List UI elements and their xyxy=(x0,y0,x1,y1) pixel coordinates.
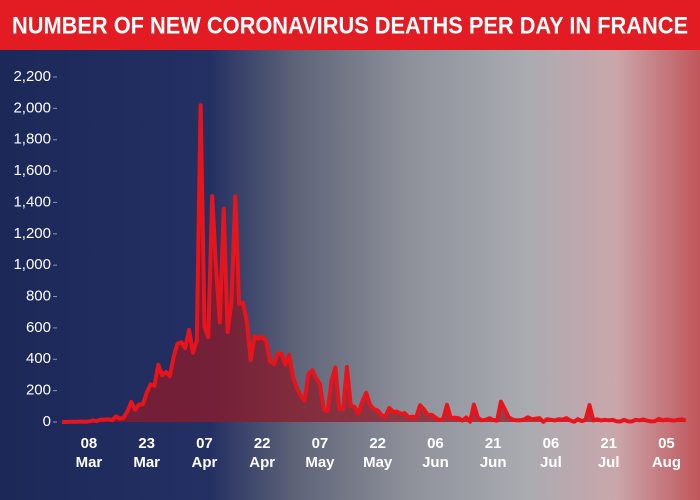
chart-title: NUMBER OF NEW CORONAVIRUS DEATHS PER DAY… xyxy=(12,12,688,39)
x-tick-label: 06 Jul xyxy=(540,435,562,471)
y-tick-label: 1,400 xyxy=(13,193,51,210)
x-tick-label: 06 Jun xyxy=(422,435,449,471)
x-tick-label: 07 May xyxy=(305,435,335,471)
y-tick-label: 1,800 xyxy=(13,131,51,148)
x-tick-label: 22 May xyxy=(363,435,393,471)
y-tick-label: 1,600 xyxy=(13,162,51,179)
y-tick-label: 2,000 xyxy=(13,99,51,116)
x-tick-label: 21 Jun xyxy=(479,435,507,471)
title-bar xyxy=(0,0,700,50)
y-tick-label: 200 xyxy=(26,382,51,399)
y-tick-label: 600 xyxy=(26,319,51,336)
y-tick-label: 1,000 xyxy=(13,256,51,273)
x-tick-label: 05 Aug xyxy=(651,435,682,471)
y-tick-label: 1,200 xyxy=(13,225,51,242)
x-tick-label: 21 Jul xyxy=(597,435,620,471)
x-tick-label: 08 Mar xyxy=(75,435,103,471)
y-tick-label: 2,200 xyxy=(13,68,51,85)
x-tick-label: 22 Apr xyxy=(249,435,276,471)
x-tick-label: 07 Apr xyxy=(191,435,218,471)
line xyxy=(62,103,687,424)
y-tick-label: 400 xyxy=(26,350,51,367)
area-fill xyxy=(62,105,686,422)
x-tick-label: 23 Mar xyxy=(133,435,161,471)
y-tick-label: 0 xyxy=(43,413,51,430)
y-tick-label: 800 xyxy=(26,288,51,305)
